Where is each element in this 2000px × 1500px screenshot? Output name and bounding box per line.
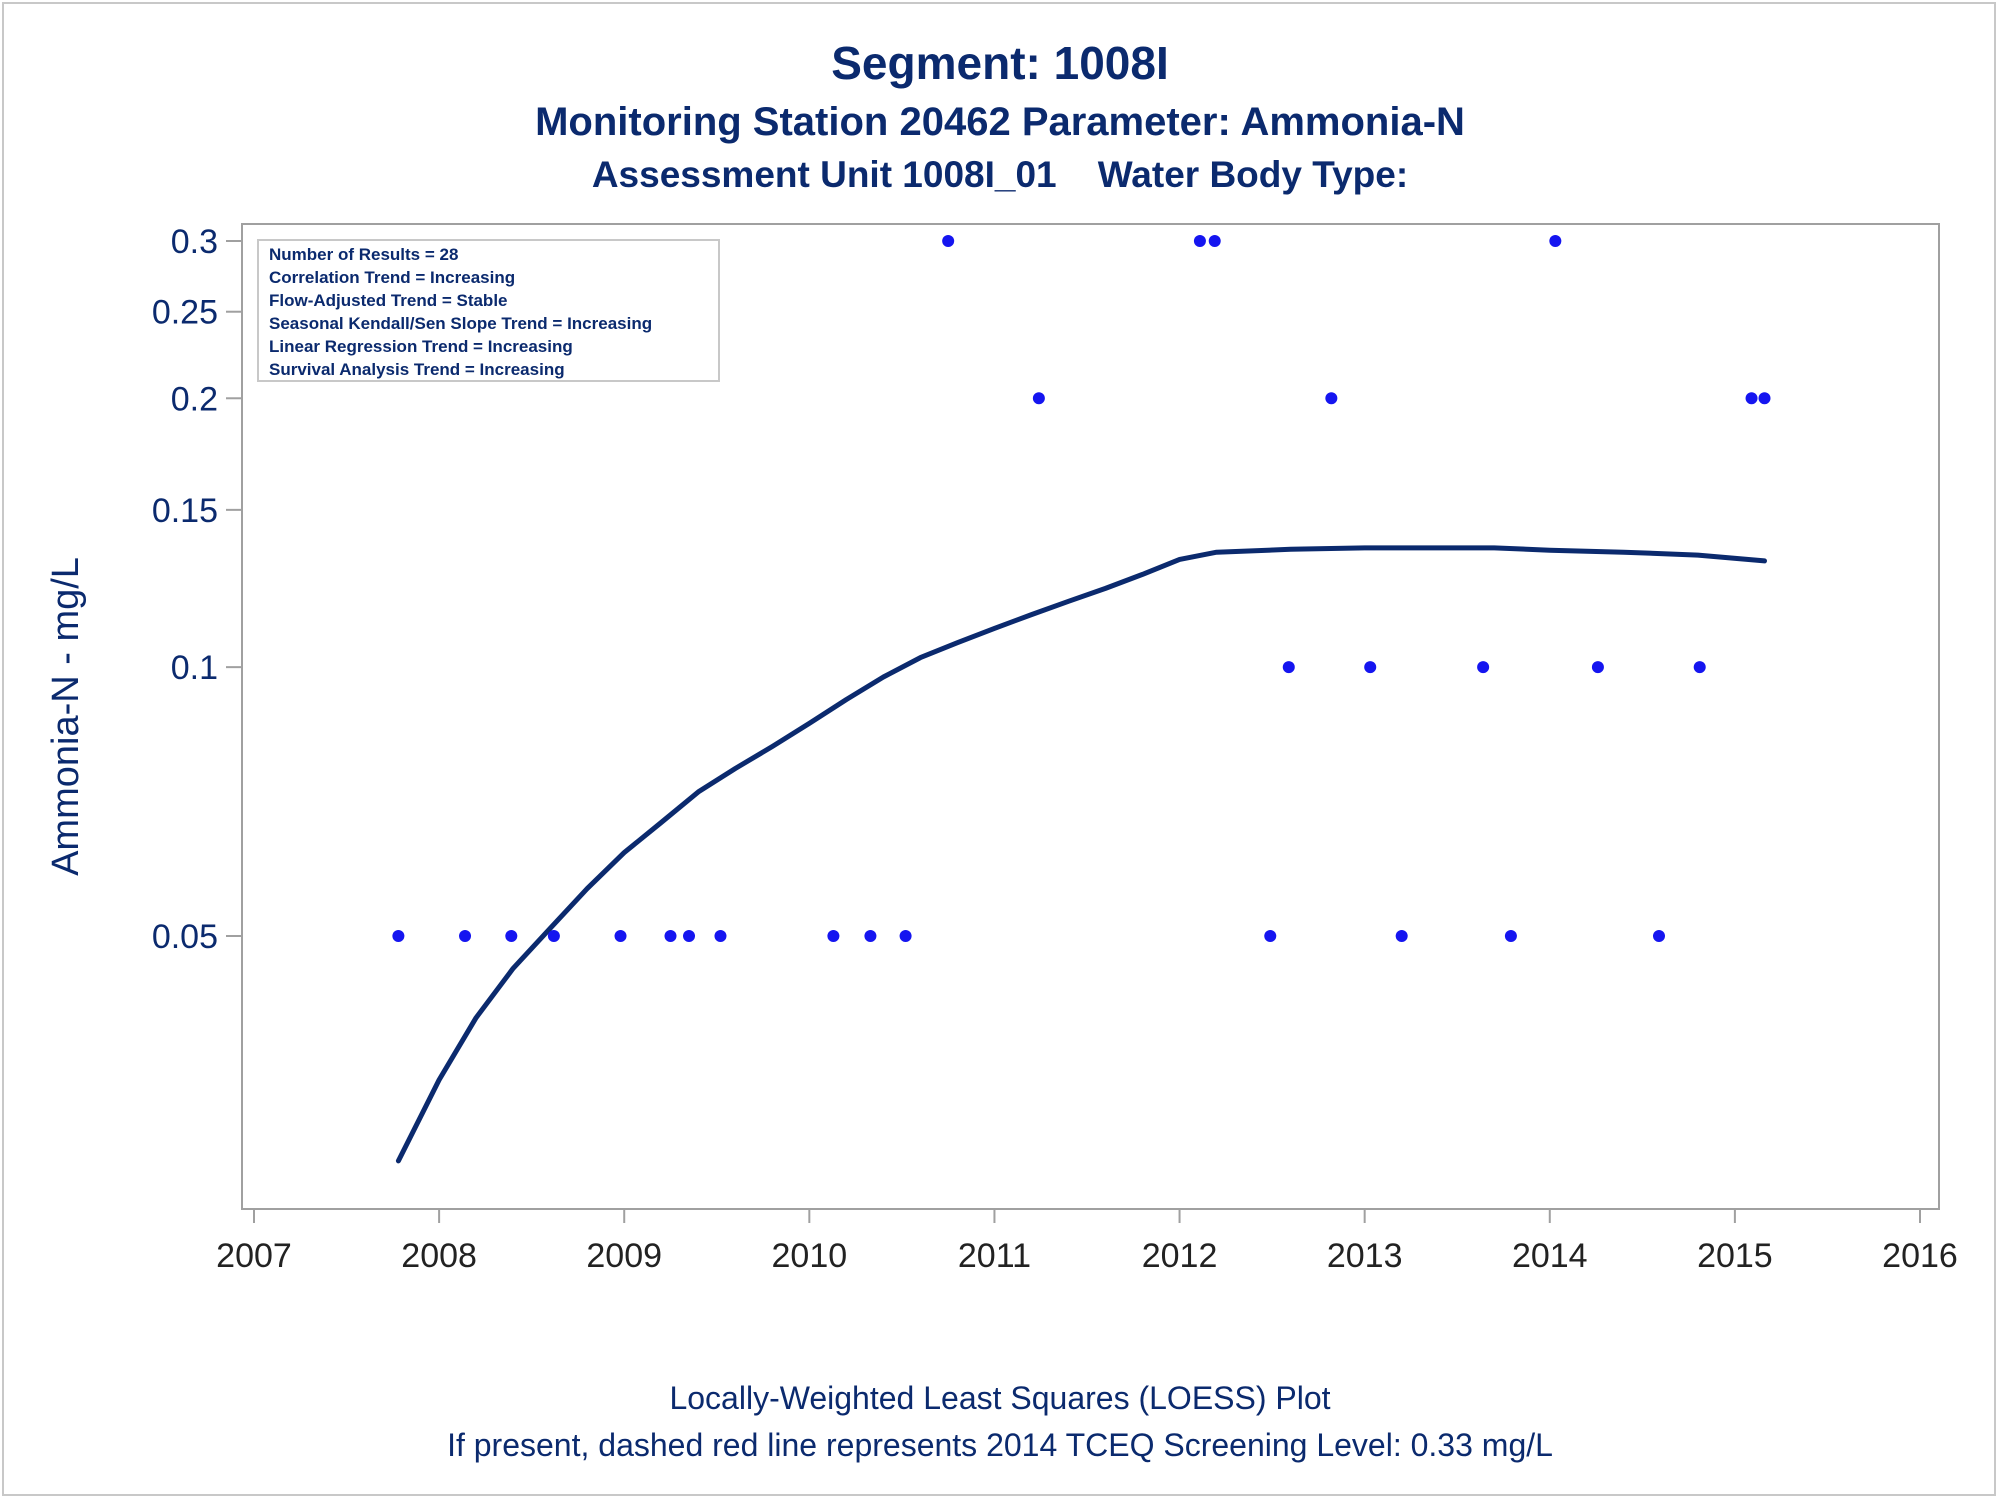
data-point [1758,392,1771,405]
x-tick-label: 2007 [216,1237,292,1275]
y-tick-label: 0.15 [152,492,218,530]
data-point [1193,235,1206,247]
footnote-screening-level: If present, dashed red line represents 2… [447,1427,1553,1463]
loess-curve [395,545,1767,1164]
y-axis: 0.05 0.1 0.15 0.2 0.25 0.3 [152,223,242,956]
legend-line: Linear Regression Trend = Increasing [269,337,573,356]
data-point [1208,235,1221,247]
legend-box [257,239,720,382]
x-tick-label: 2013 [1327,1237,1403,1275]
plot-border [241,223,1940,1210]
data-point [714,930,727,942]
data-point [1395,930,1408,942]
data-point [1693,661,1706,674]
trend-legend: Number of Results = 28 Correlation Trend … [257,239,720,382]
x-tick-label: 2011 [958,1237,1031,1275]
legend-line: Seasonal Kendall/Sen Slope Trend = Incre… [269,314,652,333]
data-point [864,930,877,942]
x-tick-label: 2012 [1142,1237,1218,1275]
data-point [1504,930,1517,942]
data-point [1652,930,1665,942]
data-point [1325,392,1338,405]
x-tick-label: 2010 [772,1237,848,1275]
loess-layer [395,545,1767,1164]
y-tick-label: 0.05 [152,918,218,956]
x-axis: 2007 2008 2009 2010 2011 2012 2013 2014 2015 2016 [216,1209,1958,1275]
data-point [1549,235,1562,247]
data-point [683,930,696,942]
data-point [1364,661,1377,674]
data-point [664,930,677,942]
data-point [547,930,560,942]
x-tick-label: 2014 [1512,1237,1588,1275]
legend-line: Flow-Adjusted Trend = Stable [269,291,508,310]
footnote-loess: Locally-Weighted Least Squares (LOESS) P… [669,1380,1331,1416]
data-point [1477,661,1490,674]
data-point [614,930,627,942]
data-point [1745,392,1758,405]
x-tick-label: 2015 [1697,1237,1773,1275]
data-point [1264,930,1277,942]
legend-line: Number of Results = 28 [269,245,458,264]
data-point [899,930,912,942]
data-point [1282,661,1295,674]
y-axis-label: Ammonia-N - mg/L [45,557,87,876]
chart-subtitle-assessment: Assessment Unit 1008I_01 Water Body Type… [591,154,1409,195]
x-tick-label: 2008 [401,1237,477,1275]
data-point [1032,392,1045,405]
data-point [505,930,518,942]
y-tick-label: 0.3 [171,223,218,261]
y-tick-label: 0.2 [171,380,218,418]
plot-area [241,223,1940,1210]
chart-subtitle-station: Monitoring Station 20462 Parameter: Ammo… [535,100,1465,144]
y-tick-label: 0.25 [152,294,218,332]
legend-line: Correlation Trend = Increasing [269,268,515,287]
data-point [459,930,472,942]
points-layer [392,235,1771,942]
y-tick-label: 0.1 [171,649,218,687]
data-point [1591,661,1604,674]
chart-title: Segment: 1008I [831,37,1169,89]
data-point [827,930,840,942]
data-point [942,235,955,247]
x-tick-label: 2009 [586,1237,662,1275]
data-point [392,930,405,942]
legend-line: Survival Analysis Trend = Increasing [269,360,565,379]
x-tick-label: 2016 [1882,1237,1958,1275]
